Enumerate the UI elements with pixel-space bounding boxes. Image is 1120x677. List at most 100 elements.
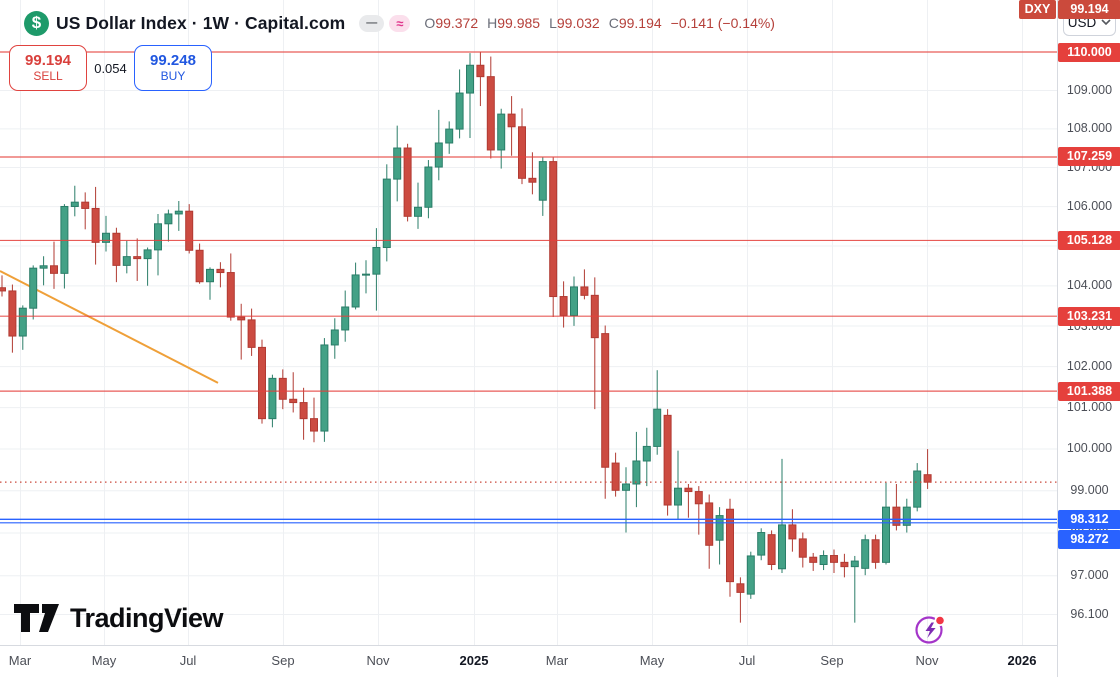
candle-body [206,268,214,283]
time-axis-label: May [639,653,665,668]
candle-body [247,319,256,348]
buy-label: BUY [160,68,186,83]
candle-body [164,213,173,225]
time-axis-label: Nov [366,653,390,668]
candle-body [902,506,911,526]
candle-body [455,92,464,130]
price-axis-label: 97.000 [1070,568,1109,583]
time-axis-label: Nov [915,653,939,668]
candle-body [830,555,838,563]
price-level-badge: 103.231 [1058,306,1120,326]
candle-body [674,487,682,506]
price-axis-label: 106.000 [1066,199,1113,214]
candle-body [91,207,100,243]
candle-body [788,524,797,540]
candle-body [102,232,110,243]
time-axis-label: Sep [271,653,295,668]
flash-events-icon[interactable] [913,612,947,646]
price-axis-label: 104.000 [1066,278,1113,293]
price-axis-label: 100.000 [1066,441,1113,456]
candle-body [923,474,932,483]
candle-body [913,470,922,508]
tradingview-logo-icon [14,604,59,632]
price-level-badge: 110.000 [1058,42,1120,62]
candle-body [486,76,495,151]
candle-body [403,147,412,217]
symbol-logo-icon: $ [24,10,49,36]
time-axis-label: 2026 [1007,653,1037,668]
candle-body [195,249,204,283]
candle-body [653,408,662,447]
candle-body [715,515,724,541]
candle-body [330,329,339,346]
candle-body [892,506,901,526]
candle-body [18,307,27,337]
time-axis-label: Sep [820,653,844,668]
symbol-title[interactable]: US Dollar Index · 1W · Capital.com [56,12,346,33]
price-axis-label: 96.100 [1070,606,1109,621]
candle-body [611,462,620,491]
candle-body [112,232,121,266]
candle-body [320,344,329,432]
candle-body [351,274,360,308]
ohlc-segment: H99.985 [487,15,541,31]
candle-body [414,206,422,217]
candle-body [310,418,318,432]
candle-body [258,346,266,420]
candle-body [50,265,58,274]
candle-body [143,249,152,260]
tradingview-watermark: TradingView [14,600,224,636]
price-axis-label: 101.000 [1066,400,1113,415]
candle-body [382,178,391,249]
candle-body [726,508,734,583]
candle-body [809,556,818,563]
sell-button[interactable]: 99.194 SELL [9,45,87,91]
data-mode-icon[interactable]: ≈ [389,14,411,32]
buy-button[interactable]: 99.248 BUY [134,45,212,91]
candle-body [8,290,17,337]
candle-body [476,64,485,78]
candle-body [694,491,703,505]
candle-body [861,539,870,569]
candle-body [518,126,526,179]
candle-body [736,583,745,593]
blue-price-badge: 98.272 [1058,529,1120,549]
candle-body [466,64,474,94]
market-status-icon[interactable]: — [359,14,385,32]
last-price-badge: 99.194 [1058,0,1120,19]
price-axis-label: 102.000 [1066,359,1113,374]
candle-body [559,296,568,316]
candle-body [570,286,578,316]
price-axis[interactable]: USD 109.000108.000107.000106.000105.0001… [1057,0,1120,677]
ohlc-values: O99.372 H99.985 L99.032 C99.194 −0.141 (−0.1… [424,15,784,31]
candle-body [871,539,880,563]
candle-body [850,560,859,568]
time-axis[interactable]: Mar May Jul Sep Nov 2025 Mar May Jul Sep Nov 2026 [0,645,1120,677]
candle-body [289,398,298,404]
candle-body [705,502,714,546]
buy-price: 99.248 [150,52,196,70]
candle-body [362,273,370,276]
candle-body [237,316,246,321]
ohlc-segment: −0.141 (−0.14%) [670,15,775,31]
candle-body [133,256,142,260]
candlestick-chart[interactable] [0,0,1057,645]
candle-body [185,210,194,251]
candle-body [528,177,537,183]
candle-body [299,402,308,420]
candle-body [497,113,506,151]
candle-body [819,555,828,565]
spread-value: 0.054 [94,60,127,76]
sell-label: SELL [33,68,63,83]
ohlc-segment: L99.032 [549,15,600,31]
candle-body [632,460,641,485]
candle-body [767,534,776,565]
candle-body [39,265,48,269]
candle-body [622,483,630,491]
price-level-badge: 105.128 [1058,230,1120,250]
candle-body [174,210,183,215]
candle-body [746,555,755,595]
candle-body [580,286,589,296]
ohlc-segment: O99.372 [424,15,479,31]
